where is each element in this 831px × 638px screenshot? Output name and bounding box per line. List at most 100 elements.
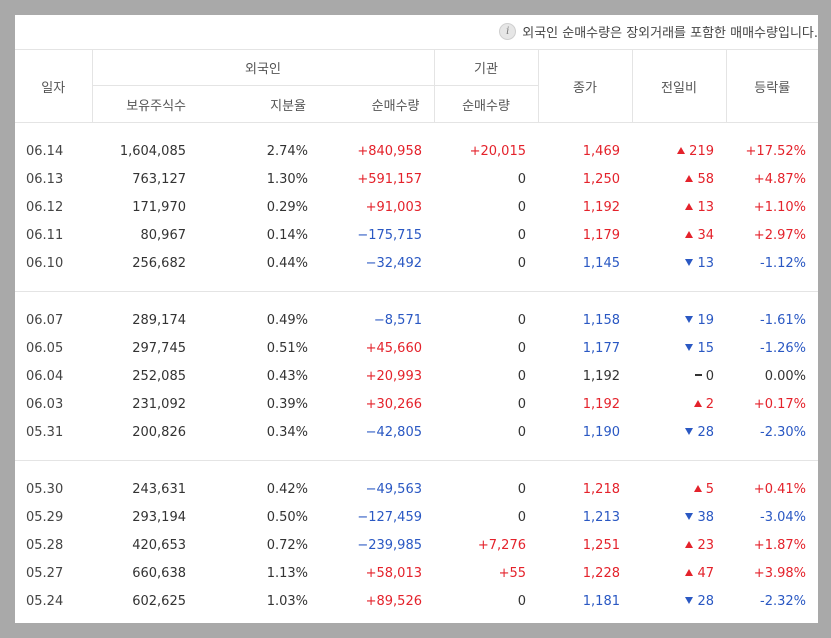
date-cell: 06.14 (26, 143, 64, 159)
table-row: 05.31 200,826 0.34% −42,805 0 1,190 28 -2.30% (15, 418, 818, 446)
date-cell: 06.05 (26, 340, 64, 356)
foreign-net-cell: +89,526 (365, 593, 422, 609)
date-cell: 05.31 (26, 424, 64, 440)
triangle-down-icon (685, 512, 694, 520)
foreign-net-cell: +91,003 (365, 199, 422, 215)
header-holdings: 보유주식수 (91, 85, 206, 123)
ratio-cell: 1.30% (266, 171, 308, 187)
holdings-cell: 231,092 (132, 396, 186, 412)
inst-net-cell: 0 (517, 424, 526, 440)
change-cell: 5 (632, 475, 726, 503)
holdings-cell: 200,826 (132, 424, 186, 440)
table-row: 06.13 763,127 1.30% +591,157 0 1,250 58 +4.87% (15, 165, 818, 193)
ratio-cell: 0.34% (266, 424, 308, 440)
holdings-cell: 171,970 (132, 199, 186, 215)
table-row: 06.07 289,174 0.49% −8,571 0 1,158 19 -1.61% (15, 306, 818, 334)
table-row: 05.24 602,625 1.03% +89,526 0 1,181 28 -2.32% (15, 587, 818, 615)
close-cell: 1,177 (582, 340, 620, 356)
change-cell: 34 (632, 221, 726, 249)
close-cell: 1,218 (582, 481, 620, 497)
change-cell: 19 (632, 306, 726, 334)
rate-cell: +4.87% (753, 171, 806, 187)
ratio-cell: 1.13% (266, 565, 308, 581)
change-value: 38 (697, 509, 714, 525)
foreign-net-cell: −49,563 (365, 481, 422, 497)
spacer-row (15, 292, 818, 307)
change-value: 23 (697, 537, 714, 553)
close-cell: 1,181 (582, 593, 620, 609)
inst-net-cell: 0 (517, 312, 526, 328)
triangle-up-icon (685, 540, 694, 548)
ratio-cell: 1.03% (266, 593, 308, 609)
inst-net-cell: +7,276 (477, 537, 526, 553)
header-close: 종가 (537, 49, 632, 123)
ratio-cell: 0.39% (266, 396, 308, 412)
triangle-up-icon (685, 202, 694, 210)
date-cell: 06.10 (26, 255, 64, 271)
rate-cell: +0.17% (753, 396, 806, 412)
change-value: 13 (697, 255, 714, 271)
rate-cell: +1.10% (753, 199, 806, 215)
group-separator (15, 446, 818, 461)
change-cell: 23 (632, 531, 726, 559)
inst-net-cell: 0 (517, 481, 526, 497)
close-cell: 1,158 (582, 312, 620, 328)
inst-net-cell: 0 (517, 340, 526, 356)
rate-cell: -2.32% (760, 593, 806, 609)
foreign-net-cell: +840,958 (357, 143, 422, 159)
change-value: 28 (697, 593, 714, 609)
inst-net-cell: 0 (517, 509, 526, 525)
table-row: 05.30 243,631 0.42% −49,563 0 1,218 5 +0.41% (15, 475, 818, 503)
table-row: 06.14 1,604,085 2.74% +840,958 +20,015 1,469 2… (15, 137, 818, 165)
change-value: 47 (697, 565, 714, 581)
triangle-down-icon (685, 596, 694, 604)
holdings-cell: 252,085 (132, 368, 186, 384)
rate-cell: -1.12% (760, 255, 806, 271)
close-cell: 1,179 (582, 227, 620, 243)
table-row: 06.04 252,085 0.43% +20,993 0 1,192 0 0.00% (15, 362, 818, 390)
date-cell: 05.24 (26, 593, 64, 609)
date-cell: 06.07 (26, 312, 64, 328)
change-value: 13 (697, 199, 714, 215)
date-cell: 05.29 (26, 509, 64, 525)
inst-net-cell: 0 (517, 255, 526, 271)
triangle-down-icon (685, 315, 694, 323)
foreign-net-cell: +591,157 (357, 171, 422, 187)
triangle-down-icon (685, 427, 694, 435)
holdings-cell: 297,745 (132, 340, 186, 356)
foreign-net-cell: −8,571 (373, 312, 422, 328)
inst-net-cell: 0 (517, 199, 526, 215)
holdings-cell: 420,653 (132, 537, 186, 553)
change-value: 5 (705, 481, 714, 497)
triangle-up-icon (677, 146, 686, 154)
change-cell: 2 (632, 390, 726, 418)
triangle-down-icon (685, 343, 694, 351)
header-foreign: 외국인 (91, 49, 434, 86)
info-icon[interactable]: i (499, 23, 517, 40)
close-cell: 1,145 (582, 255, 620, 271)
ratio-cell: 0.50% (266, 509, 308, 525)
date-cell: 06.11 (26, 227, 64, 243)
change-value: 219 (689, 143, 714, 159)
close-cell: 1,251 (582, 537, 620, 553)
holdings-cell: 256,682 (132, 255, 186, 271)
holdings-cell: 1,604,085 (119, 143, 186, 159)
change-cell: 58 (632, 165, 726, 193)
rate-cell: -2.30% (760, 424, 806, 440)
rate-cell: -3.04% (760, 509, 806, 525)
ratio-cell: 0.49% (266, 312, 308, 328)
header-date: 일자 (15, 49, 92, 123)
ratio-cell: 0.42% (266, 481, 308, 497)
close-cell: 1,190 (582, 424, 620, 440)
change-cell: 28 (632, 587, 726, 615)
spacer-row (15, 123, 818, 138)
holdings-cell: 243,631 (132, 481, 186, 497)
date-cell: 05.30 (26, 481, 64, 497)
ratio-cell: 0.29% (266, 199, 308, 215)
header-inst-net: 순매수량 (433, 85, 538, 123)
rate-cell: -1.61% (760, 312, 806, 328)
date-cell: 05.28 (26, 537, 64, 553)
change-value: 15 (697, 340, 714, 356)
close-cell: 1,213 (582, 509, 620, 525)
rate-cell: +2.97% (753, 227, 806, 243)
